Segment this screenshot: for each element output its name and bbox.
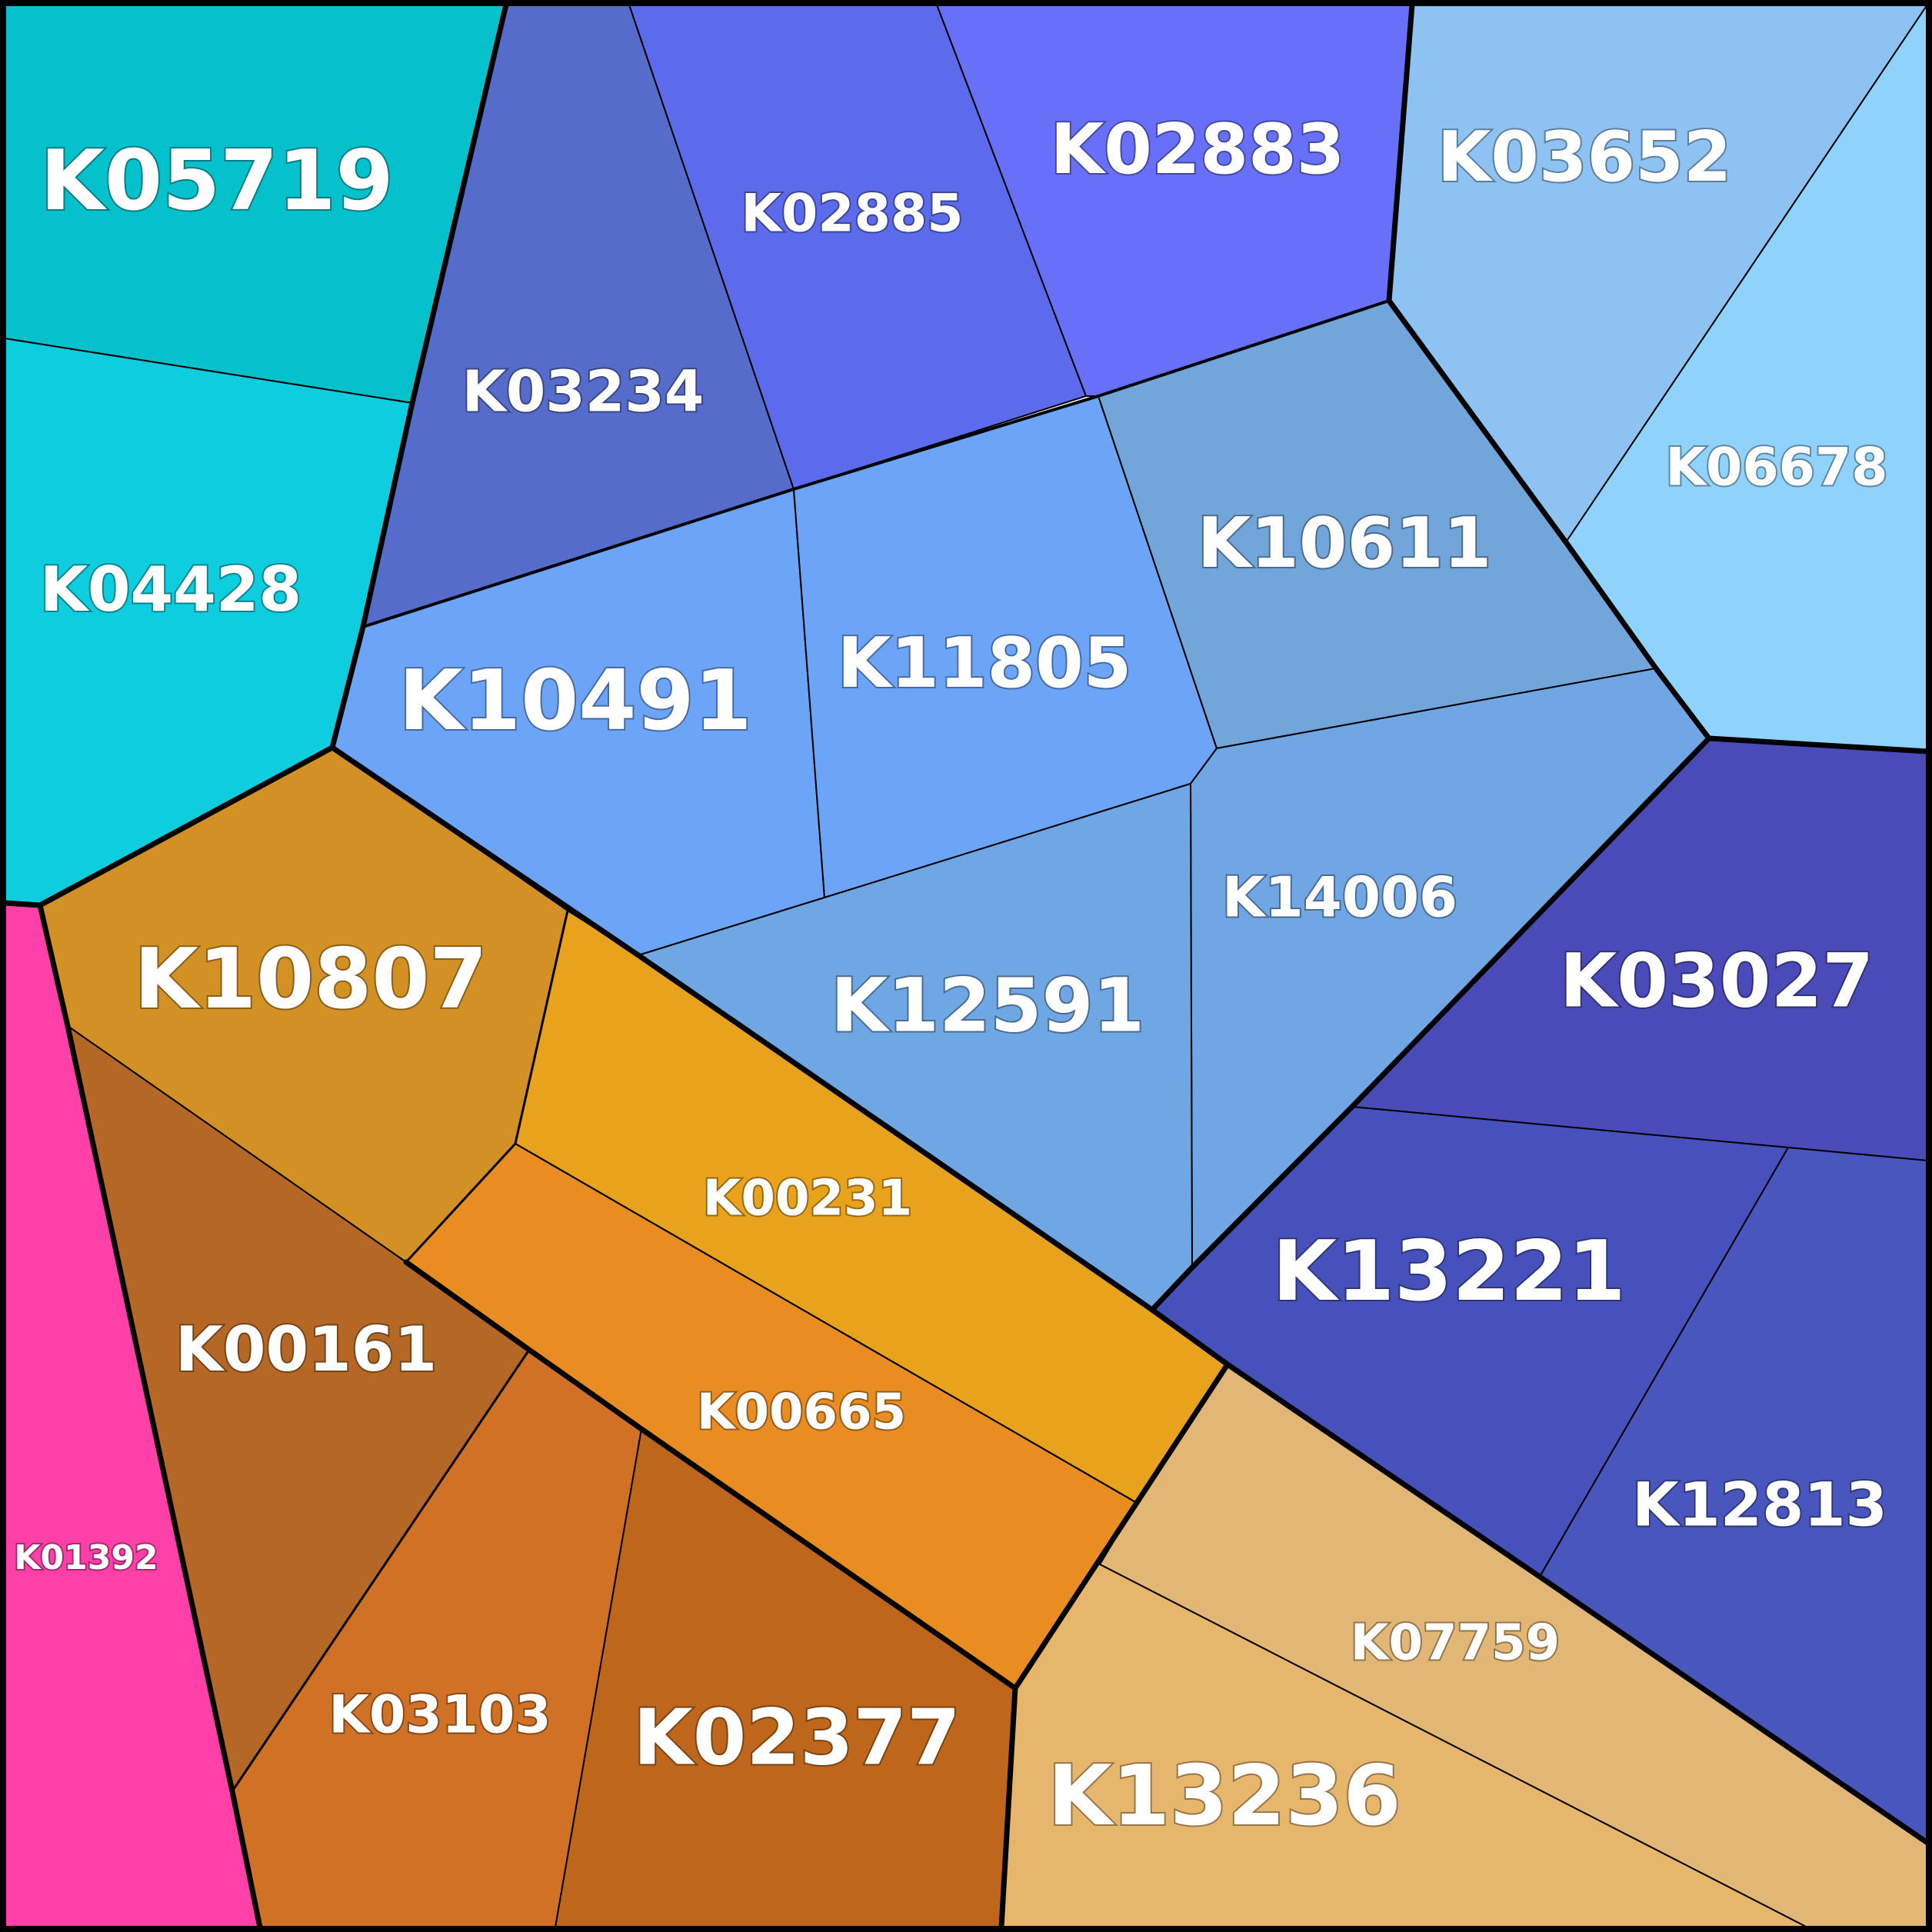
- group-border-k00665: [515, 1143, 1138, 1504]
- label-K13236: K13236: [1048, 1748, 1401, 1844]
- label-K00161: K00161: [175, 1314, 437, 1385]
- cells-layer: [4, 4, 1928, 1928]
- group-border-teal-blue: [2, 2, 509, 908]
- label-K02885: K02885: [741, 184, 963, 245]
- group-border-mid-blue: [361, 299, 1391, 628]
- label-K01392: K01392: [14, 1538, 158, 1577]
- label-K00665: K00665: [697, 1384, 906, 1441]
- label-K10807: K10807: [134, 931, 487, 1028]
- label-K12813: K12813: [1632, 1471, 1887, 1540]
- labels-layer: K05719 K04428 K03234 K02885 K02883 K0365…: [12, 108, 1889, 1846]
- label-K14006: K14006: [1222, 865, 1457, 930]
- label-K05719: K05719: [40, 133, 393, 229]
- label-K02883: K02883: [1051, 109, 1345, 190]
- label-K13221: K13221: [1272, 1224, 1625, 1320]
- label-K03027: K03027: [1560, 938, 1874, 1024]
- group-border-k03103: [231, 1348, 531, 1793]
- label-K03652: K03652: [1437, 117, 1732, 198]
- group-border-tan: [998, 1361, 1231, 1930]
- label-K11805: K11805: [838, 623, 1132, 704]
- group-border-darkblue: [1149, 735, 1930, 1313]
- label-K10611: K10611: [1198, 503, 1492, 584]
- label-K03103: K03103: [328, 1685, 551, 1746]
- label-K10491: K10491: [398, 653, 751, 749]
- label-K00231: K00231: [703, 1171, 912, 1227]
- label-K02377: K02377: [633, 1692, 960, 1782]
- label-K06678: K06678: [1665, 438, 1887, 498]
- label-K04428: K04428: [40, 554, 301, 625]
- group-border-brown-orange: [403, 1259, 1018, 1691]
- group-border-top-right: [1386, 2, 1712, 741]
- label-K12591: K12591: [831, 962, 1144, 1048]
- label-K07759: K07759: [1351, 1615, 1560, 1672]
- group-border-pink: [37, 902, 263, 1930]
- label-K03234: K03234: [462, 359, 705, 425]
- group-border-orange-blue: [329, 744, 1930, 1846]
